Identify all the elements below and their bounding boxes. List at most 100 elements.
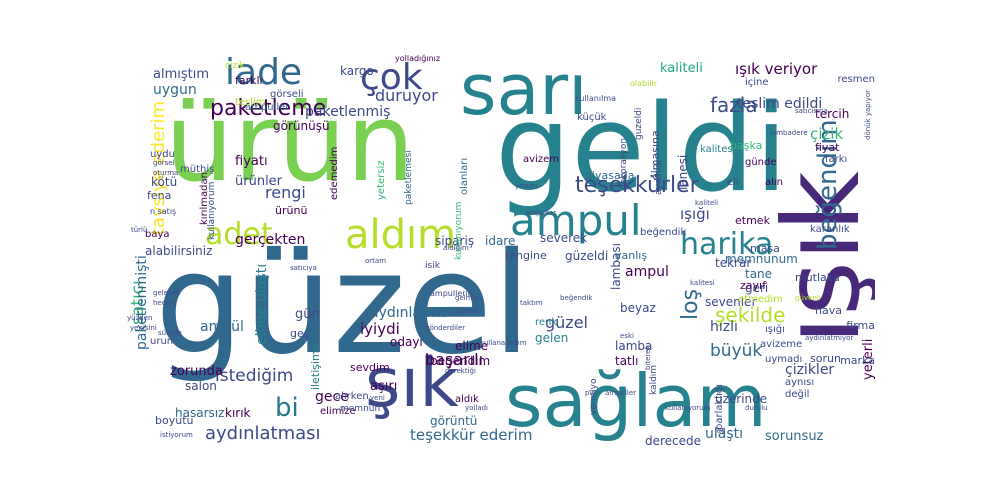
word-cloud-word: gelen xyxy=(535,331,569,345)
word-cloud-word: sağlam xyxy=(505,359,767,443)
word-cloud-word: karanlık xyxy=(810,224,850,235)
word-cloud-word: guzeldi xyxy=(634,107,644,140)
word-cloud-word: kötü xyxy=(151,175,178,189)
word-cloud-word: memnun xyxy=(340,404,381,414)
word-cloud-word: yanlış xyxy=(615,249,648,262)
word-cloud-word: türlü xyxy=(131,226,148,234)
word-cloud-word: sarı xyxy=(460,50,588,131)
word-cloud-word: olabilir xyxy=(630,79,658,88)
word-cloud-word: uygun xyxy=(153,82,197,98)
word-cloud-word: eli xyxy=(727,177,739,188)
word-cloud-word: hediye xyxy=(153,299,177,307)
word-cloud-word: durulu xyxy=(745,404,768,412)
word-cloud-word: ürünler xyxy=(235,174,283,189)
word-cloud-word: elime xyxy=(455,339,489,353)
word-cloud-word: aydınlatma xyxy=(370,305,449,321)
word-cloud-word: kullanıyorum xyxy=(665,404,711,412)
word-cloud-word: gün xyxy=(295,307,320,322)
word-cloud-word: istiyorum xyxy=(160,431,193,439)
word-cloud-word: avizem xyxy=(523,154,559,165)
word-cloud-word: baya xyxy=(145,229,170,240)
word-cloud-word: aynısı xyxy=(785,377,815,388)
word-cloud-word: şekilde xyxy=(715,303,786,327)
word-cloud-word: çizik xyxy=(225,61,245,71)
word-cloud-word: güzel xyxy=(545,313,588,332)
word-cloud-word: hızlı xyxy=(710,319,738,335)
word-cloud-word: sevdim xyxy=(350,361,390,374)
word-cloud-word: teslim xyxy=(235,97,266,108)
word-cloud-word: ampuller xyxy=(605,389,637,397)
word-cloud-word: ışığı xyxy=(680,205,710,223)
word-cloud-word: tatlı xyxy=(615,354,639,368)
word-cloud-word: hava xyxy=(815,304,842,317)
word-cloud-word: yenisini xyxy=(130,324,157,332)
word-cloud-word: satıcıya xyxy=(290,264,317,272)
word-cloud-word: kaliteli xyxy=(695,199,719,207)
word-cloud-word: gelecek xyxy=(153,289,181,297)
word-cloud-word: fiyatı xyxy=(235,154,268,169)
word-cloud-word: sipariş xyxy=(435,234,475,248)
word-cloud-word: kullanıyorum xyxy=(207,181,217,240)
word-cloud: güzel geldi ürün ışık sağlam sarı şık ampul aldı… xyxy=(125,50,875,455)
word-cloud-word: taktım xyxy=(520,299,543,307)
word-cloud-word: edemedim xyxy=(329,146,340,200)
word-cloud-word: geri xyxy=(745,281,769,295)
word-cloud-word: zayıf xyxy=(740,279,766,292)
word-cloud-word: ürünü xyxy=(275,204,308,217)
word-cloud-word: güzeldi xyxy=(565,249,609,263)
word-cloud-word: içine xyxy=(745,77,769,88)
word-cloud-word: yolladı xyxy=(465,404,488,412)
word-cloud-word: urun xyxy=(150,336,174,347)
word-cloud-word: olanları xyxy=(459,157,470,195)
word-cloud-word: idare xyxy=(485,234,516,248)
word-cloud-word: ışığı xyxy=(765,324,785,335)
word-cloud-word: piyasada xyxy=(585,169,635,182)
word-cloud-word: fiyat xyxy=(815,141,840,154)
word-cloud-word: isik xyxy=(425,261,440,271)
word-cloud-word: kargo xyxy=(340,64,374,78)
word-cloud-word: yetersiz xyxy=(376,160,387,201)
word-cloud-word: satıcısına xyxy=(795,107,828,115)
word-cloud-word: yolladığınız xyxy=(395,54,441,63)
word-cloud-word: değil xyxy=(785,389,810,400)
word-cloud-word: elimize xyxy=(320,406,356,417)
word-cloud-word: büyük xyxy=(710,341,763,361)
word-cloud-word: ampuller xyxy=(245,102,290,113)
word-cloud-word: etmedim xyxy=(738,294,783,305)
word-cloud-word: memnunum xyxy=(725,252,798,266)
word-cloud-word: begendim xyxy=(430,354,491,368)
word-cloud-word: görsel xyxy=(153,159,175,167)
word-cloud-word: çizikler xyxy=(785,362,835,378)
word-cloud-word: severek xyxy=(540,231,588,245)
word-cloud-word: avizeme xyxy=(760,339,803,350)
word-cloud-word: görünüşü xyxy=(273,119,330,133)
word-cloud-word: lamba xyxy=(615,339,653,353)
word-cloud-word: fena xyxy=(147,189,172,202)
word-cloud-word: aydınlık xyxy=(654,160,664,195)
word-cloud-word: zorunda xyxy=(170,364,223,379)
word-cloud-word: aşırı xyxy=(370,379,398,394)
word-cloud-word: sorun xyxy=(810,352,841,365)
word-cloud-word: paketlemesi xyxy=(404,150,414,205)
word-cloud-word: güvenli xyxy=(795,294,821,302)
word-cloud-word: istediğim xyxy=(215,366,294,386)
word-cloud-word: beyaz xyxy=(620,301,656,315)
word-cloud-word: kullanılma xyxy=(575,94,617,103)
word-cloud-word: bi xyxy=(275,393,299,423)
word-cloud-word: fazla xyxy=(710,93,758,117)
word-cloud-word: etmek xyxy=(735,214,770,227)
word-cloud-word: tercih xyxy=(815,107,850,121)
word-cloud-word: teşekkürler xyxy=(575,173,699,198)
word-cloud-word: farklı xyxy=(235,74,263,87)
word-cloud-word: masa xyxy=(750,242,780,255)
word-cloud-word: firma xyxy=(846,319,875,332)
word-cloud-word: resmen xyxy=(837,74,876,85)
word-cloud-word: loş xyxy=(678,288,703,320)
word-cloud-word: şık xyxy=(365,344,459,423)
word-cloud-word: rengi xyxy=(265,183,306,202)
word-cloud-word: beğendik xyxy=(560,294,593,302)
word-cloud-word: kalitesi xyxy=(700,144,736,155)
word-cloud-word: harika xyxy=(680,227,774,262)
word-cloud-word: kullanacağım xyxy=(480,339,527,347)
word-cloud-word: marka xyxy=(840,354,875,367)
